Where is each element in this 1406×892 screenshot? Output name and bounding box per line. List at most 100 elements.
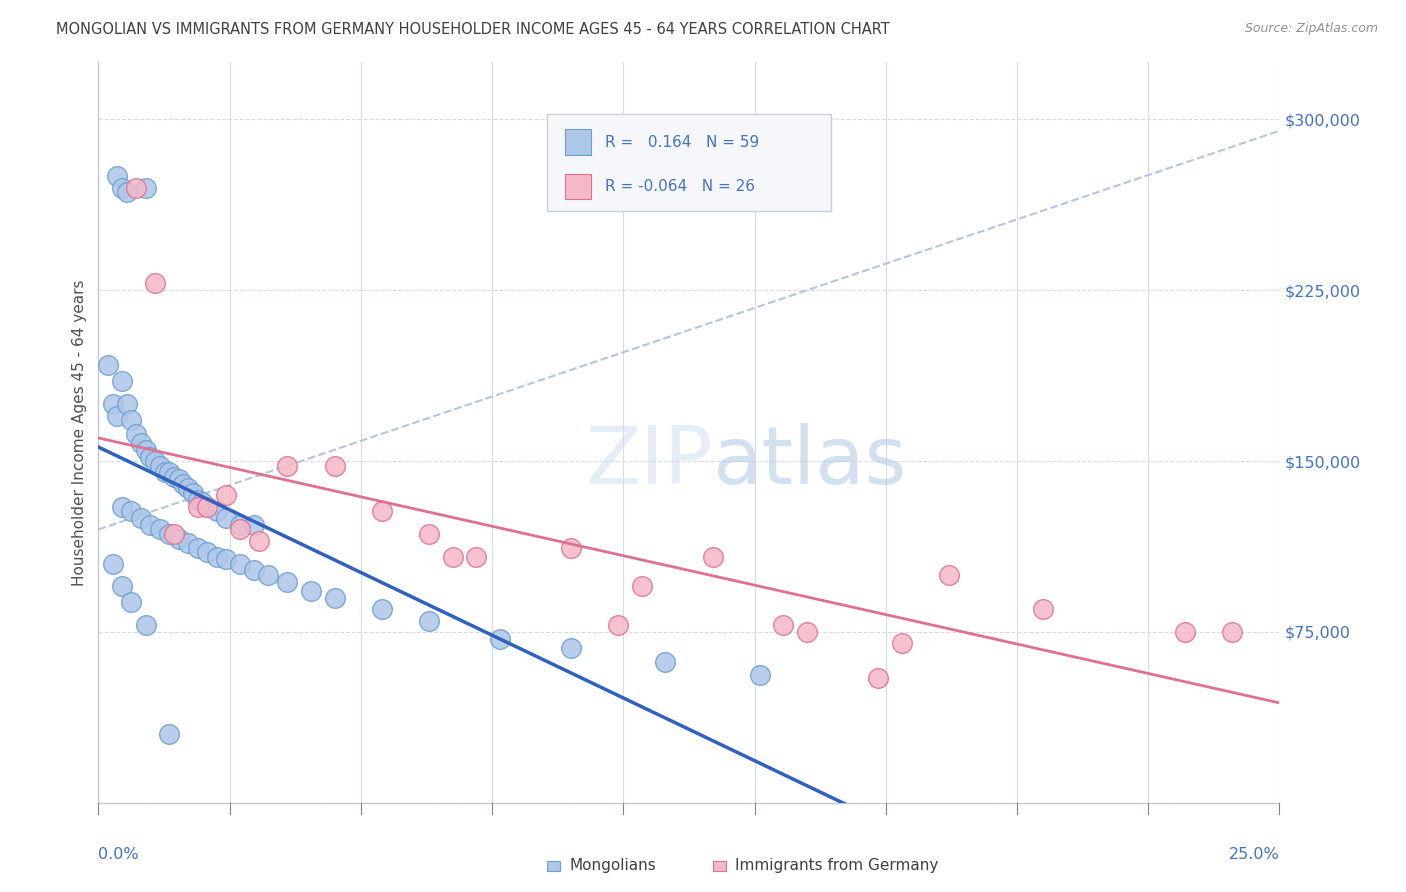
Point: [121, 504, 143, 518]
Point: [195, 500, 218, 514]
Point: [167, 472, 190, 486]
Text: Source: ZipAtlas.com: Source: ZipAtlas.com: [1244, 22, 1378, 36]
Point: [143, 277, 166, 291]
Point: [371, 504, 394, 518]
Point: [101, 397, 124, 411]
Point: [125, 180, 148, 194]
Point: [157, 527, 180, 541]
Point: [1174, 624, 1197, 639]
Point: [177, 536, 200, 550]
Bar: [565, 174, 591, 200]
Point: [247, 533, 270, 548]
Bar: [547, 861, 561, 871]
Point: [654, 655, 676, 669]
Point: [143, 454, 166, 468]
Point: [560, 640, 582, 655]
Point: [187, 500, 209, 514]
Text: Mongolians: Mongolians: [569, 858, 657, 873]
Point: [111, 579, 134, 593]
Point: [163, 527, 186, 541]
Point: [371, 602, 394, 616]
Point: [418, 527, 440, 541]
Point: [938, 568, 960, 582]
Point: [1220, 624, 1243, 639]
Point: [149, 458, 172, 473]
Text: atlas: atlas: [713, 423, 907, 501]
Point: [702, 549, 724, 564]
Point: [163, 470, 186, 484]
Point: [630, 579, 652, 593]
Point: [195, 545, 218, 559]
Point: [243, 517, 266, 532]
Point: [187, 492, 209, 507]
Point: [129, 435, 152, 450]
Point: [215, 488, 238, 502]
Point: [489, 632, 512, 646]
Point: [129, 511, 152, 525]
Point: [229, 523, 252, 537]
Point: [229, 517, 252, 532]
Point: [195, 500, 218, 514]
Text: R = -0.064   N = 26: R = -0.064 N = 26: [605, 179, 755, 194]
Point: [167, 532, 190, 546]
Point: [157, 727, 180, 741]
Point: [796, 624, 818, 639]
Point: [276, 574, 298, 589]
Text: MONGOLIAN VS IMMIGRANTS FROM GERMANY HOUSEHOLDER INCOME AGES 45 - 64 YEARS CORRE: MONGOLIAN VS IMMIGRANTS FROM GERMANY HOU…: [56, 22, 890, 37]
Point: [215, 552, 238, 566]
Point: [157, 466, 180, 480]
Point: [149, 523, 172, 537]
Point: [323, 458, 346, 473]
Point: [111, 375, 134, 389]
Point: [125, 426, 148, 441]
Point: [135, 180, 157, 194]
Point: [215, 511, 238, 525]
Point: [153, 466, 176, 480]
Point: [748, 668, 770, 682]
Point: [135, 442, 157, 457]
Bar: [565, 129, 591, 155]
Text: 0.0%: 0.0%: [98, 847, 139, 863]
Point: [115, 186, 138, 200]
Point: [560, 541, 582, 555]
Point: [890, 636, 912, 650]
Point: [205, 504, 228, 518]
Point: [139, 517, 162, 532]
Point: [243, 564, 266, 578]
Text: R =   0.164   N = 59: R = 0.164 N = 59: [605, 135, 759, 150]
Point: [101, 557, 124, 571]
Point: [772, 618, 794, 632]
Point: [441, 549, 464, 564]
Point: [111, 180, 134, 194]
Text: ZIP: ZIP: [585, 423, 713, 501]
Point: [135, 618, 157, 632]
Point: [1032, 602, 1054, 616]
Point: [97, 359, 120, 373]
Point: [866, 671, 889, 685]
Point: [172, 476, 194, 491]
Point: [121, 413, 143, 427]
Y-axis label: Householder Income Ages 45 - 64 years: Householder Income Ages 45 - 64 years: [72, 279, 87, 586]
Point: [121, 595, 143, 609]
Point: [257, 568, 280, 582]
Point: [105, 409, 128, 423]
Point: [187, 541, 209, 555]
Point: [115, 397, 138, 411]
Point: [323, 591, 346, 605]
Point: [299, 583, 322, 598]
Point: [111, 500, 134, 514]
Point: [139, 450, 162, 464]
Text: 25.0%: 25.0%: [1229, 847, 1279, 863]
Point: [181, 486, 204, 500]
Bar: [713, 861, 725, 871]
Point: [191, 495, 214, 509]
Point: [105, 169, 128, 184]
Point: [607, 618, 630, 632]
Text: Immigrants from Germany: Immigrants from Germany: [735, 858, 939, 873]
Point: [205, 549, 228, 564]
Point: [177, 482, 200, 496]
Bar: [547, 114, 831, 211]
Point: [465, 549, 488, 564]
Point: [229, 557, 252, 571]
Point: [276, 458, 298, 473]
